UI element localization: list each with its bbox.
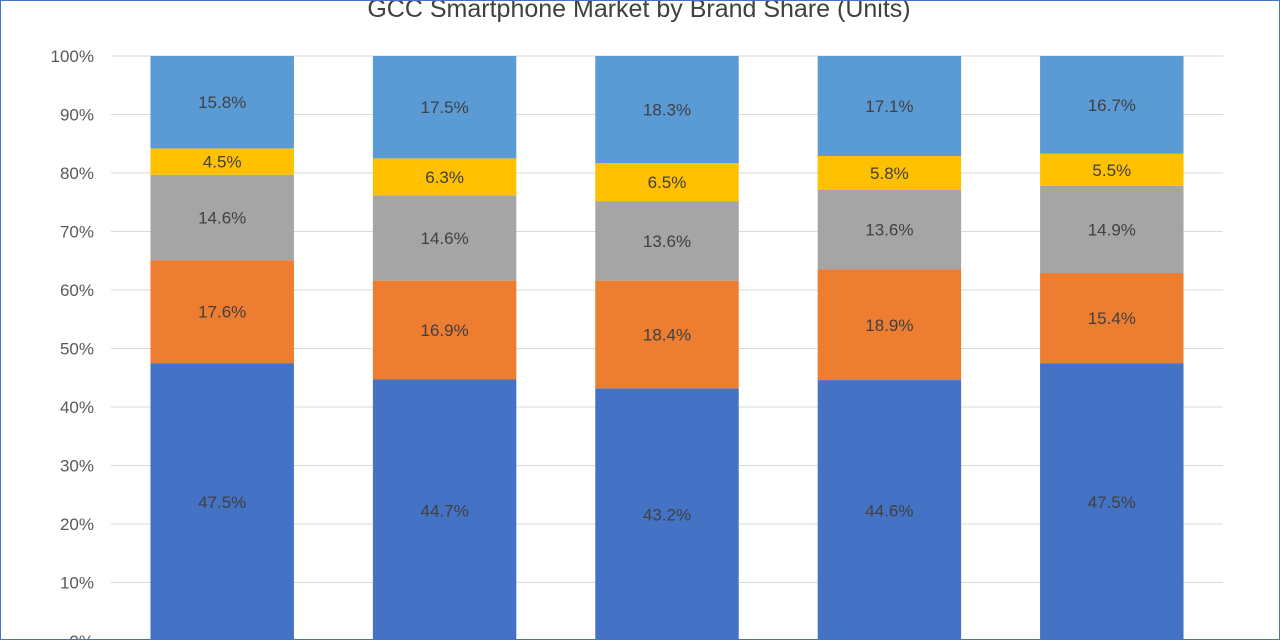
data-label: 14.6% xyxy=(198,208,246,227)
y-axis: 0% 10% 20% 30% 40% 50% 60% 70% 80% 90% 100% xyxy=(51,47,94,639)
y-tick-label: 70% xyxy=(60,223,94,242)
bar-segment xyxy=(372,280,517,380)
chart-title: GCC Smartphone Market by Brand Share (Un… xyxy=(367,1,910,23)
bar-segment xyxy=(150,174,294,261)
data-label: 17.1% xyxy=(865,97,913,116)
bar-segment xyxy=(595,201,739,281)
bar-segment xyxy=(1040,363,1184,639)
bar-segment xyxy=(1040,56,1184,154)
bar-segment xyxy=(817,269,962,381)
bar-segment xyxy=(150,148,294,175)
data-label: 13.6% xyxy=(865,221,913,240)
data-label: 15.4% xyxy=(1088,309,1136,328)
bar-segment xyxy=(372,379,517,639)
y-tick-label: 30% xyxy=(60,457,94,476)
y-tick-label: 50% xyxy=(60,340,94,359)
data-labels: 47.5% 17.6% 14.6% 4.5% 15.8% 44.7% 16.9% 14.6% 6… xyxy=(198,93,1136,524)
bar-segment xyxy=(595,280,739,389)
data-label: 14.9% xyxy=(1088,220,1136,239)
data-label: 18.3% xyxy=(643,101,691,120)
y-tick-label: 90% xyxy=(60,106,94,125)
bar-segment xyxy=(1040,273,1184,364)
y-tick-label: 100% xyxy=(51,47,94,66)
bar-segment xyxy=(372,56,517,159)
bars xyxy=(150,56,1184,639)
bar-segment xyxy=(817,56,962,157)
data-label: 6.3% xyxy=(425,168,464,187)
bar-segment xyxy=(817,156,962,190)
data-label: 47.5% xyxy=(1088,493,1136,512)
bar-segment xyxy=(817,380,962,639)
data-label: 16.9% xyxy=(420,321,468,340)
y-tick-label: 0% xyxy=(69,632,94,639)
data-label: 17.6% xyxy=(198,303,246,322)
data-label: 13.6% xyxy=(643,232,691,251)
bar-segment xyxy=(372,158,517,196)
data-label: 4.5% xyxy=(203,153,242,172)
bar-segment xyxy=(150,260,294,364)
bar-segment xyxy=(372,195,517,281)
data-label: 18.4% xyxy=(643,325,691,344)
bar-segment xyxy=(150,363,294,639)
data-label: 5.8% xyxy=(870,164,909,183)
data-label: 17.5% xyxy=(420,98,468,117)
y-tick-label: 80% xyxy=(60,164,94,183)
bar-segment xyxy=(817,189,962,270)
bar-segment xyxy=(1040,185,1184,274)
y-tick-label: 40% xyxy=(60,398,94,417)
bar-segment xyxy=(595,388,739,639)
data-label: 44.6% xyxy=(865,502,913,521)
bar-segment xyxy=(595,56,739,164)
data-label: 6.5% xyxy=(648,173,687,192)
data-label: 18.9% xyxy=(865,316,913,335)
data-label: 44.7% xyxy=(420,501,468,520)
bar-segment xyxy=(150,56,294,149)
data-label: 5.5% xyxy=(1092,161,1131,180)
y-tick-label: 10% xyxy=(60,574,94,593)
data-label: 15.8% xyxy=(198,93,246,112)
data-label: 47.5% xyxy=(198,493,246,512)
data-label: 16.7% xyxy=(1088,96,1136,115)
data-label: 14.6% xyxy=(420,229,468,248)
y-tick-label: 20% xyxy=(60,515,94,534)
bar-segment xyxy=(1040,153,1184,186)
y-tick-label: 60% xyxy=(60,281,94,300)
data-label: 43.2% xyxy=(643,506,691,525)
bar-segment xyxy=(595,163,739,202)
